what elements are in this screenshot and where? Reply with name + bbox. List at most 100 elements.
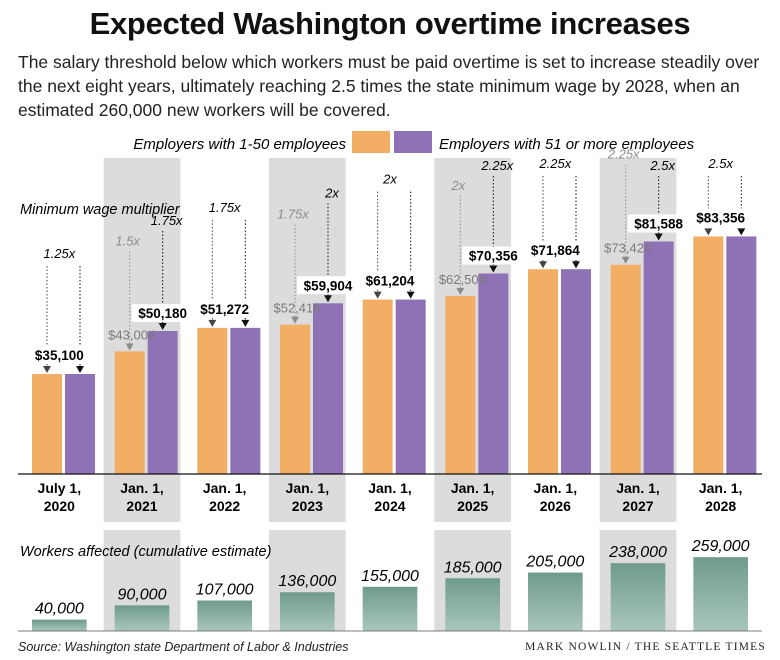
workers-value-label: 155,000 xyxy=(361,568,419,585)
bar-large-employers xyxy=(313,303,343,474)
multiplier-label-large: 2x xyxy=(324,185,339,200)
salary-label-small: $52,416 xyxy=(274,301,321,316)
x-tick-line: Jan. 1, xyxy=(616,480,660,496)
multiplier-label-small: 2.25x xyxy=(607,147,640,162)
label-backing xyxy=(297,276,359,295)
x-tick-label: Jan. 1, 2027 xyxy=(616,480,660,514)
x-tick-line: 2020 xyxy=(44,498,75,514)
bar-large-employers xyxy=(561,269,591,474)
salary-label-combined: $71,864 xyxy=(531,243,580,258)
workers-bar xyxy=(528,572,583,631)
bar-large-employers xyxy=(147,330,178,474)
multiplier-label-small: 1.75x xyxy=(277,207,309,222)
workers-value-label: 90,000 xyxy=(118,586,167,603)
credit-line: MARK NOWLIN / THE SEATTLE TIMES xyxy=(525,641,766,653)
leader-arrow-large xyxy=(241,319,250,327)
x-tick-line: Jan. 1, xyxy=(451,480,495,496)
leader-arrow-small xyxy=(373,291,382,299)
bar-small-employers xyxy=(197,327,228,474)
workers-bar xyxy=(280,592,335,631)
leader-arrow-small xyxy=(125,343,134,351)
leader-arrow-large xyxy=(406,291,415,299)
multiplier-label-large: 2.5x xyxy=(649,158,675,173)
workers-bar xyxy=(693,557,748,631)
x-tick-line: Jan. 1, xyxy=(699,480,743,496)
workers-value-label: 136,000 xyxy=(278,573,336,590)
salary-label-large: $81,588 xyxy=(634,216,683,231)
salary-label-small: $62,504 xyxy=(439,272,486,287)
leader-arrow-large xyxy=(572,261,580,269)
multiplier-label-combined: 2x xyxy=(382,172,397,187)
bar-small-employers xyxy=(610,264,641,474)
x-tick-line: 2022 xyxy=(209,498,240,514)
bar-large-employers xyxy=(65,373,95,474)
workers-value-label: 205,000 xyxy=(525,554,584,571)
multiplier-label-small: 2x xyxy=(450,178,465,193)
x-tick-label: Jan. 1, 2024 xyxy=(368,480,412,514)
label-backing xyxy=(627,214,690,233)
leader-arrow-small xyxy=(456,287,465,295)
x-tick-line: Jan. 1, xyxy=(286,480,330,496)
label-backing xyxy=(131,303,194,322)
salary-label-combined: $83,356 xyxy=(696,210,745,225)
bar-large-employers xyxy=(395,299,426,474)
x-tick-line: Jan. 1, xyxy=(534,480,578,496)
bar-small-employers xyxy=(362,299,393,474)
workers-value-label: 259,000 xyxy=(691,538,750,555)
workers-bars: 40,000 90,000 107,000 136,000 155,000 185,000… xyxy=(32,538,750,631)
x-tick-label: Jan. 1, 2028 xyxy=(699,480,743,514)
label-backing xyxy=(29,345,90,364)
leader-arrow-large xyxy=(489,265,498,273)
leader-arrow-large xyxy=(158,322,167,330)
workers-panel-label: Workers affected (cumulative estimate) xyxy=(20,544,271,560)
x-tick-labels: July 1, 2020 Jan. 1, 2021 Jan. 1, 2022 Jan. 1,… xyxy=(38,480,743,514)
salary-labels: $35,100 1.25x $43,004 $50,180 1.5x 1.75x $51,2… xyxy=(29,147,751,364)
workers-bar xyxy=(114,605,170,631)
multiplier-label-combined: 1.75x xyxy=(209,200,241,215)
label-backing xyxy=(525,241,586,260)
bar-large-employers xyxy=(478,273,509,474)
chart-subtitle: The salary threshold below which workers… xyxy=(18,52,760,120)
legend-label-small: Employers with 1-50 employees xyxy=(133,136,346,153)
workers-bar xyxy=(197,600,252,631)
source-note: Source: Washington state Department of L… xyxy=(18,640,349,654)
label-backing xyxy=(462,246,525,265)
x-tick-line: July 1, xyxy=(38,480,82,496)
x-tick-label: Jan. 1, 2026 xyxy=(534,480,578,514)
salary-label-large: $59,904 xyxy=(304,278,353,293)
multiplier-label-small: 1.5x xyxy=(115,233,140,248)
x-tick-line: 2021 xyxy=(126,498,157,514)
legend: Employers with 1-50 employees Employers w… xyxy=(133,131,695,153)
bar-large-employers xyxy=(230,327,261,474)
bar-small-employers xyxy=(445,295,476,474)
multiplier-label-combined: 2.25x xyxy=(538,156,571,171)
bar-small-employers xyxy=(528,269,558,474)
leader-arrow-small xyxy=(208,319,217,327)
multiplier-label-large: 2.25x xyxy=(480,158,513,173)
workers-bar xyxy=(362,586,418,631)
workers-bar xyxy=(610,563,666,631)
x-tick-line: Jan. 1, xyxy=(120,480,164,496)
x-tick-line: 2024 xyxy=(374,498,405,514)
bar-small-employers xyxy=(280,324,310,474)
x-tick-label: July 1, 2020 xyxy=(38,480,82,514)
label-backing xyxy=(690,208,751,227)
salary-label-large: $50,180 xyxy=(138,306,187,321)
multiplier-panel-label: Minimum wage multiplier xyxy=(20,202,181,218)
leader-arrow-large xyxy=(324,295,332,303)
multiplier-label-combined: 1.25x xyxy=(43,246,75,261)
bar-small-employers xyxy=(693,236,724,474)
x-tick-line: 2027 xyxy=(622,498,653,514)
x-tick-label: Jan. 1, 2021 xyxy=(120,480,164,514)
chart-title: Expected Washington overtime increases xyxy=(89,6,691,41)
workers-value-label: 107,000 xyxy=(196,582,254,599)
label-backing xyxy=(360,271,420,290)
x-tick-label: Jan. 1, 2025 xyxy=(451,480,495,514)
bar-small-employers xyxy=(114,351,145,474)
workers-value-label: 238,000 xyxy=(608,544,667,561)
bar-small-employers xyxy=(32,373,62,474)
salary-label-small: $73,424 xyxy=(604,241,651,256)
x-tick-label: Jan. 1, 2023 xyxy=(286,480,330,514)
workers-bar xyxy=(445,578,500,631)
legend-swatch-large xyxy=(394,131,432,153)
